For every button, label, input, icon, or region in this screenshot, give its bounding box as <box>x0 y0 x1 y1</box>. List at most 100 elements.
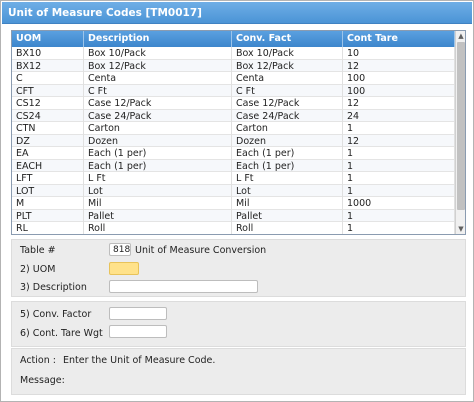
table-row[interactable]: LFT L Ft L Ft 1 <box>12 172 455 185</box>
cell-description: Dozen <box>84 134 232 147</box>
grid-scrollbar[interactable]: ▲ ▼ <box>455 31 465 234</box>
table-row[interactable]: EA Each (1 per) Each (1 per) 1 <box>12 147 455 160</box>
cell-description: Carton <box>84 122 232 135</box>
cell-cont-tare: 100 <box>343 72 455 85</box>
cell-uom: C <box>12 72 84 85</box>
table-row[interactable]: RL Roll Roll 1 <box>12 222 455 234</box>
window-title: Unit of Measure Codes [TM0017] <box>2 2 472 24</box>
cell-description: Mil <box>84 197 232 210</box>
uom-grid[interactable]: UOM Description Conv. Fact Cont Tare BX1… <box>11 30 466 235</box>
cell-cont-tare: 100 <box>343 84 455 97</box>
cell-description: C Ft <box>84 84 232 97</box>
scroll-up-icon[interactable]: ▲ <box>458 32 464 40</box>
cell-uom: BX10 <box>12 47 84 60</box>
table-row[interactable]: C Centa Centa 100 <box>12 72 455 85</box>
action-label: Action : <box>20 355 56 366</box>
cell-conv-fact: Dozen <box>232 134 343 147</box>
cell-conv-fact: Mil <box>232 197 343 210</box>
cell-description: Centa <box>84 72 232 85</box>
cell-cont-tare: 1 <box>343 222 455 234</box>
status-panel: Action : Enter the Unit of Measure Code.… <box>11 348 466 395</box>
cell-uom: LFT <box>12 172 84 185</box>
scrollbar-thumb[interactable] <box>457 42 465 210</box>
cell-description: Box 12/Pack <box>84 59 232 72</box>
table-row[interactable]: CS24 Case 24/Pack Case 24/Pack 24 <box>12 109 455 122</box>
cell-conv-fact: C Ft <box>232 84 343 97</box>
cell-description: Case 24/Pack <box>84 109 232 122</box>
cell-uom: M <box>12 197 84 210</box>
scroll-down-icon[interactable]: ▼ <box>458 225 464 233</box>
cell-uom: EA <box>12 147 84 160</box>
cell-uom: EACH <box>12 159 84 172</box>
cell-description: Lot <box>84 184 232 197</box>
cell-cont-tare: 1 <box>343 147 455 160</box>
cell-uom: LOT <box>12 184 84 197</box>
cell-conv-fact: L Ft <box>232 172 343 185</box>
cell-conv-fact: Centa <box>232 72 343 85</box>
cell-cont-tare: 12 <box>343 59 455 72</box>
cell-conv-fact: Case 12/Pack <box>232 97 343 110</box>
cell-uom: CS12 <box>12 97 84 110</box>
cell-uom: RL <box>12 222 84 234</box>
cell-description: Box 10/Pack <box>84 47 232 60</box>
description-label: 3) Description <box>20 282 87 293</box>
grid-body: BX10 Box 10/Pack Box 10/Pack 10 BX12 Box 12/P… <box>12 47 455 234</box>
conv-factor-input[interactable] <box>109 307 167 320</box>
cell-description: Each (1 per) <box>84 159 232 172</box>
cell-cont-tare: 1 <box>343 172 455 185</box>
column-header-cont-tare[interactable]: Cont Tare <box>343 31 455 47</box>
cell-conv-fact: Case 24/Pack <box>232 109 343 122</box>
table-row[interactable]: BX10 Box 10/Pack Box 10/Pack 10 <box>12 47 455 60</box>
table-row[interactable]: CS12 Case 12/Pack Case 12/Pack 12 <box>12 97 455 110</box>
cell-description: Case 12/Pack <box>84 97 232 110</box>
table-description: Unit of Measure Conversion <box>135 245 267 256</box>
table-row[interactable]: CTN Carton Carton 1 <box>12 122 455 135</box>
cell-uom: CTN <box>12 122 84 135</box>
cell-conv-fact: Carton <box>232 122 343 135</box>
column-header-conv-fact[interactable]: Conv. Fact <box>232 31 343 47</box>
table-row[interactable]: BX12 Box 12/Pack Box 12/Pack 12 <box>12 59 455 72</box>
table-row[interactable]: M Mil Mil 1000 <box>12 197 455 210</box>
form-panel-main: Table # 818 Unit of Measure Conversion 2… <box>11 239 466 297</box>
cell-cont-tare: 12 <box>343 97 455 110</box>
message-label: Message: <box>20 375 65 386</box>
cell-description: Pallet <box>84 209 232 222</box>
cell-conv-fact: Box 12/Pack <box>232 59 343 72</box>
table-row[interactable]: DZ Dozen Dozen 12 <box>12 134 455 147</box>
table-row[interactable]: PLT Pallet Pallet 1 <box>12 209 455 222</box>
cont-tare-input[interactable] <box>109 325 167 338</box>
conv-factor-label: 5) Conv. Factor <box>20 309 92 320</box>
cell-uom: DZ <box>12 134 84 147</box>
cell-uom: CFT <box>12 84 84 97</box>
cell-conv-fact: Each (1 per) <box>232 159 343 172</box>
cell-cont-tare: 1000 <box>343 197 455 210</box>
cell-cont-tare: 1 <box>343 209 455 222</box>
uom-input[interactable] <box>109 262 139 275</box>
cell-uom: PLT <box>12 209 84 222</box>
cell-description: Roll <box>84 222 232 234</box>
form-panel-factors: 5) Conv. Factor 6) Cont. Tare Wgt <box>11 301 466 347</box>
table-label: Table # <box>20 245 56 256</box>
cell-uom: CS24 <box>12 109 84 122</box>
description-input[interactable] <box>109 280 258 293</box>
cell-description: Each (1 per) <box>84 147 232 160</box>
cell-cont-tare: 10 <box>343 47 455 60</box>
cell-conv-fact: Box 10/Pack <box>232 47 343 60</box>
cell-conv-fact: Each (1 per) <box>232 147 343 160</box>
cell-cont-tare: 12 <box>343 134 455 147</box>
cell-description: L Ft <box>84 172 232 185</box>
table-row[interactable]: EACH Each (1 per) Each (1 per) 1 <box>12 159 455 172</box>
cell-cont-tare: 1 <box>343 159 455 172</box>
table-number: 818 <box>109 243 131 256</box>
column-header-uom[interactable]: UOM <box>12 31 84 47</box>
cell-cont-tare: 1 <box>343 122 455 135</box>
uom-label: 2) UOM <box>20 264 56 275</box>
cell-conv-fact: Roll <box>232 222 343 234</box>
grid-header: UOM Description Conv. Fact Cont Tare <box>12 31 455 47</box>
column-header-description[interactable]: Description <box>84 31 232 47</box>
cell-cont-tare: 24 <box>343 109 455 122</box>
table-row[interactable]: CFT C Ft C Ft 100 <box>12 84 455 97</box>
cell-uom: BX12 <box>12 59 84 72</box>
table-row[interactable]: LOT Lot Lot 1 <box>12 184 455 197</box>
